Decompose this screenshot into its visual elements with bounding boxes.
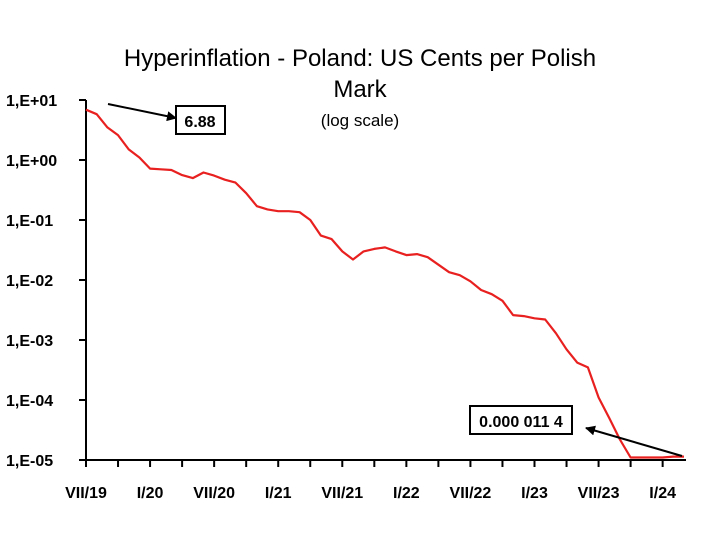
y-tick-label: 1,E+00 — [6, 153, 57, 170]
end-value-box — [469, 405, 573, 435]
y-tick-label: 1,E-03 — [6, 333, 53, 350]
y-tick-label: 1,E-01 — [6, 213, 53, 230]
chart-title-line1: Hyperinflation - Poland: US Cents per Po… — [124, 45, 596, 72]
y-tick-label: 1,E-02 — [6, 273, 53, 290]
x-tick-label: VII/23 — [578, 485, 620, 502]
end-value-label: 0.000 011 4 — [479, 414, 563, 431]
callouts: 6.88 0.000 011 4 — [107, 103, 683, 457]
y-axis-ticks: 1,E+01 1,E+00 1,E-01 1,E-02 1,E-03 1,E-04 1,E-… — [6, 93, 86, 470]
axes — [85, 100, 686, 461]
x-tick-label: I/22 — [393, 485, 420, 502]
x-tick-label: I/21 — [265, 485, 292, 502]
x-tick-label: VII/22 — [450, 485, 492, 502]
chart-title-line2: Mark — [333, 76, 387, 103]
x-axis-ticks: VII/19 I/20 VII/20 I/21 VII/21 I/22 VII/22 I/23… — [65, 460, 676, 502]
x-tick-label: I/23 — [521, 485, 548, 502]
series-line — [85, 108, 684, 459]
series-layer — [85, 108, 684, 459]
y-tick-label: 1,E-04 — [6, 393, 53, 410]
start-arrow — [107, 103, 177, 122]
x-tick-label: VII/21 — [321, 485, 363, 502]
y-tick-label: 1,E-05 — [6, 453, 53, 470]
x-tick-label: I/24 — [649, 485, 676, 502]
chart-subtitle: (log scale) — [321, 111, 399, 130]
end-arrow-tail — [585, 425, 683, 457]
start-value-box — [175, 105, 226, 135]
x-tick-label: VII/20 — [193, 485, 235, 502]
x-tick-label: VII/19 — [65, 485, 107, 502]
start-value-label: 6.88 — [184, 114, 215, 131]
x-tick-label: I/20 — [137, 485, 164, 502]
y-tick-label: 1,E+01 — [6, 93, 57, 110]
